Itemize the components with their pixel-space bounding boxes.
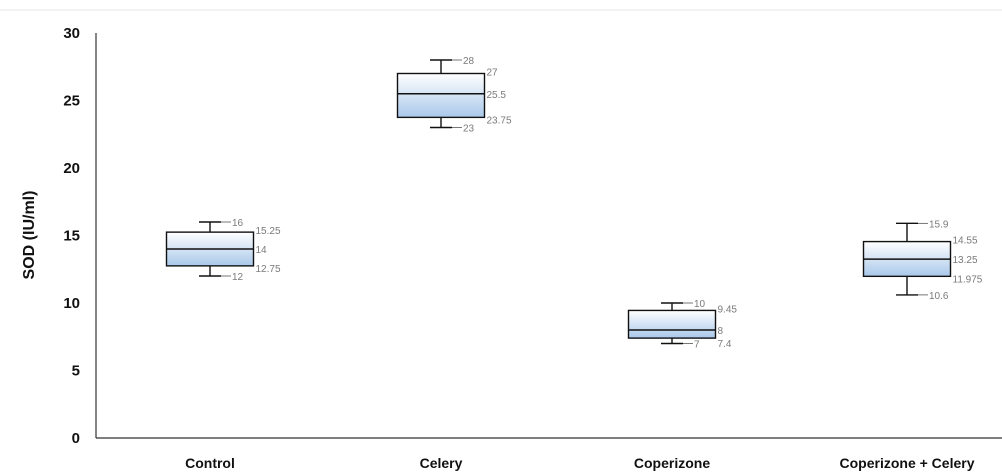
- x-category-labels: Control Celery Coperizone Coperizone + Cele…: [185, 455, 975, 471]
- y-tick-label: 25: [63, 93, 80, 110]
- median-data-label: 14: [256, 245, 268, 256]
- median-data-label: 25.5: [487, 90, 507, 101]
- box-group: 28 23 27 25.5 23.75: [396, 56, 512, 135]
- y-tick-label: 0: [72, 430, 80, 447]
- max-data-label: 10: [694, 299, 706, 310]
- y-axis-label: SOD (IU/ml): [21, 191, 38, 280]
- max-data-label: 15.9: [929, 219, 949, 230]
- y-tick-label: 5: [72, 363, 80, 380]
- min-data-label: 7: [694, 340, 700, 351]
- min-data-label: 23: [463, 124, 475, 135]
- q3-data-label: 14.55: [953, 236, 978, 247]
- y-tick-label: 15: [63, 228, 80, 245]
- iqr-box: [396, 72, 486, 119]
- q1-data-label: 11.975: [953, 274, 983, 285]
- q1-data-label: 7.4: [718, 339, 732, 350]
- min-data-label: 12: [232, 272, 244, 283]
- box-group: 15.9 10.6 14.55 13.25 11.975: [862, 219, 983, 302]
- q3-data-label: 9.45: [718, 304, 738, 315]
- q3-data-label: 15.25: [256, 226, 281, 237]
- y-tick-label: 30: [63, 25, 80, 42]
- box-series: 16 12 15.25 14 12.75 28 23 27 25.5 23.75 10 7 9.45 8 7…: [165, 56, 983, 351]
- min-data-label: 10.6: [929, 291, 949, 302]
- x-category-label: Coperizone + Celery: [840, 455, 975, 471]
- x-category-label: Celery: [420, 455, 463, 471]
- y-tick-label: 20: [63, 160, 80, 177]
- median-data-label: 13.25: [953, 255, 978, 266]
- iqr-box: [627, 309, 717, 339]
- median-data-label: 8: [718, 326, 724, 337]
- x-category-label: Coperizone: [634, 455, 710, 471]
- box-group: 16 12 15.25 14 12.75: [165, 218, 281, 283]
- box-group: 10 7 9.45 8 7.4: [627, 299, 738, 351]
- q3-data-label: 27: [487, 68, 499, 79]
- max-data-label: 16: [232, 218, 244, 229]
- q1-data-label: 12.75: [256, 264, 281, 275]
- x-category-label: Control: [185, 455, 235, 471]
- q1-data-label: 23.75: [487, 115, 512, 126]
- max-data-label: 28: [463, 56, 475, 67]
- y-tick-label: 10: [63, 295, 80, 312]
- y-tick-labels: 0 5 10 15 20 25 30: [63, 25, 80, 447]
